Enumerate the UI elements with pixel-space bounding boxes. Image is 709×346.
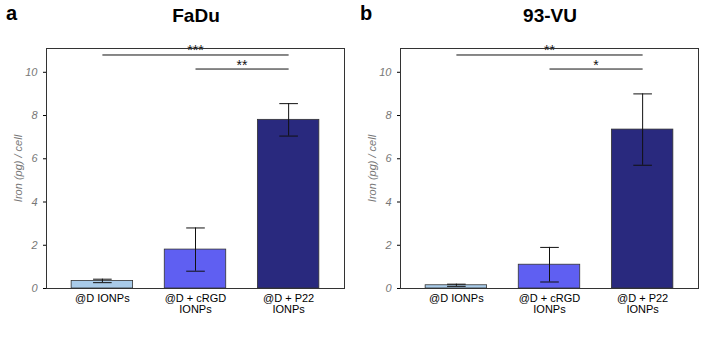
- html-text:93-VU: 93-VU: [523, 5, 577, 26]
- svg-text:**: **: [237, 57, 248, 73]
- svg-text:10: 10: [25, 66, 38, 78]
- svg-text:***: ***: [187, 42, 204, 58]
- svg-text:8: 8: [31, 109, 38, 121]
- svg-text:4: 4: [31, 196, 37, 208]
- svg-text:4: 4: [385, 196, 391, 208]
- svg-text:10: 10: [379, 66, 392, 78]
- html-text:FaDu: FaDu: [172, 5, 220, 26]
- svg-text:*: *: [593, 57, 599, 73]
- svg-text:@D IONPs: @D IONPs: [429, 292, 484, 304]
- svg-text:@D + P22IONPs: @D + P22IONPs: [617, 292, 668, 315]
- svg-text:0: 0: [385, 282, 392, 294]
- svg-text:@D + cRGDIONPs: @D + cRGDIONPs: [165, 292, 227, 315]
- svg-text:Iron (pg) / cell: Iron (pg) / cell: [366, 134, 378, 202]
- svg-text:6: 6: [31, 152, 38, 164]
- svg-text:**: **: [544, 42, 555, 58]
- html-text:a: a: [6, 2, 18, 24]
- svg-text:2: 2: [30, 239, 37, 251]
- svg-text:@D + cRGDIONPs: @D + cRGDIONPs: [519, 292, 581, 315]
- svg-text:@D IONPs: @D IONPs: [75, 292, 130, 304]
- svg-text:0: 0: [31, 282, 38, 294]
- html-text:b: b: [360, 2, 373, 24]
- svg-text:8: 8: [385, 109, 392, 121]
- svg-text:@D + P22IONPs: @D + P22IONPs: [263, 292, 314, 315]
- svg-text:6: 6: [385, 152, 392, 164]
- svg-text:2: 2: [384, 239, 391, 251]
- svg-text:Iron (pg) / cell: Iron (pg) / cell: [12, 134, 24, 202]
